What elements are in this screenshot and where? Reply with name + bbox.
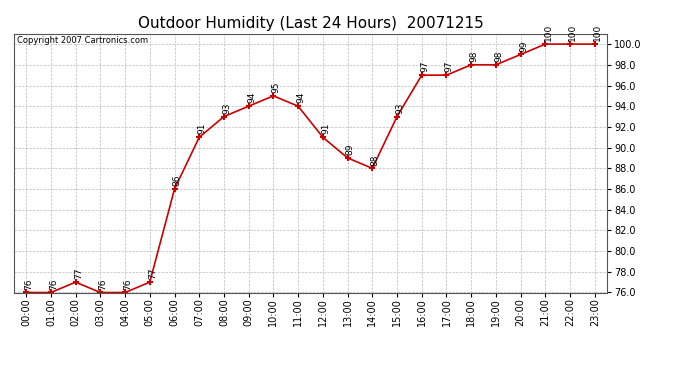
Text: 91: 91 (197, 123, 206, 135)
Text: 100: 100 (544, 24, 553, 41)
Text: 98: 98 (469, 51, 478, 62)
Text: 88: 88 (371, 154, 380, 165)
Title: Outdoor Humidity (Last 24 Hours)  20071215: Outdoor Humidity (Last 24 Hours) 2007121… (137, 16, 484, 31)
Text: 95: 95 (272, 82, 281, 93)
Text: 94: 94 (247, 92, 256, 104)
Text: 76: 76 (124, 278, 132, 290)
Text: 76: 76 (99, 278, 108, 290)
Text: 97: 97 (420, 61, 429, 72)
Text: 76: 76 (24, 278, 33, 290)
Text: 98: 98 (494, 51, 503, 62)
Text: Copyright 2007 Cartronics.com: Copyright 2007 Cartronics.com (17, 36, 148, 45)
Text: 77: 77 (148, 268, 157, 279)
Text: 97: 97 (445, 61, 454, 72)
Text: 94: 94 (297, 92, 306, 104)
Text: 77: 77 (74, 268, 83, 279)
Text: 76: 76 (49, 278, 58, 290)
Text: 86: 86 (172, 175, 181, 186)
Text: 99: 99 (519, 40, 528, 52)
Text: 93: 93 (222, 102, 231, 114)
Text: 89: 89 (346, 144, 355, 155)
Text: 91: 91 (321, 123, 330, 135)
Text: 100: 100 (569, 24, 578, 41)
Text: 93: 93 (395, 102, 404, 114)
Text: 100: 100 (593, 24, 602, 41)
